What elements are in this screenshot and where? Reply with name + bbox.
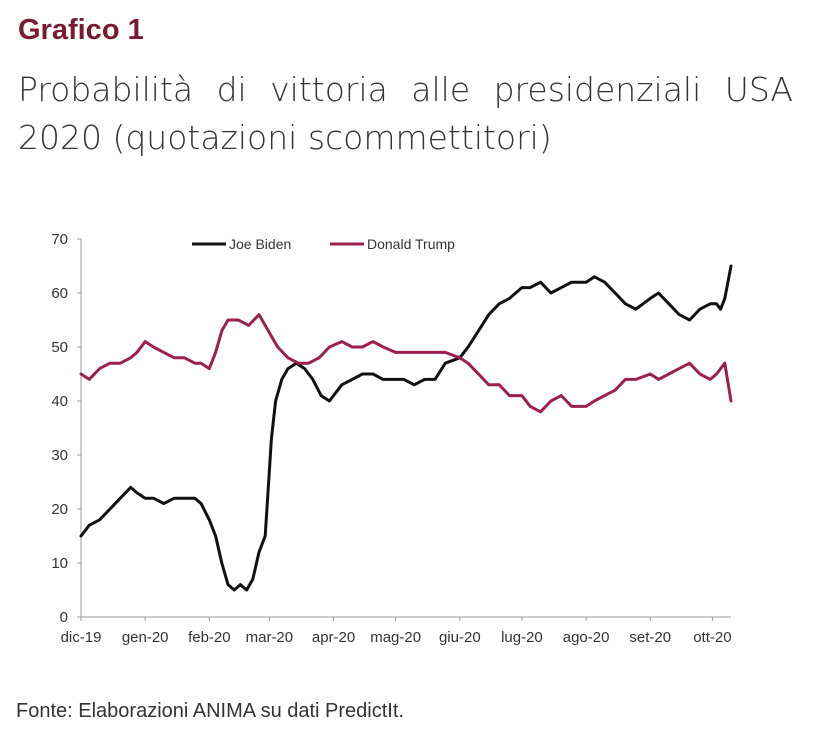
x-tick-label: mar-20	[246, 629, 294, 646]
y-tick-label: 40	[51, 393, 68, 410]
x-tick-label: giu-20	[439, 629, 481, 646]
y-tick-label: 70	[51, 231, 68, 248]
figure-label: Grafico 1	[18, 14, 144, 46]
x-axis: dic-19 gen-20 feb-20 mar-20 apr-20 mag-20 giu-…	[61, 616, 732, 646]
y-axis: 0 10 20 30 40 50 60 70	[51, 231, 82, 626]
y-tick-label: 50	[51, 339, 68, 356]
line-chart: 0 10 20 30 40 50 60 70 dic-19 gen-20 feb-20 mar-20…	[51, 231, 733, 646]
x-tick-label: apr-20	[312, 629, 355, 646]
x-tick-label: dic-19	[61, 629, 102, 646]
series-line-donald-trump	[79, 313, 733, 414]
series-lines	[79, 264, 733, 592]
x-tick-label: ott-20	[693, 629, 731, 646]
legend-label-joe-biden: Joe Biden	[229, 236, 291, 252]
x-tick-label: mag-20	[370, 629, 421, 646]
x-tick-label: feb-20	[188, 629, 231, 646]
y-tick-label: 0	[60, 609, 68, 626]
y-tick-label: 60	[51, 285, 68, 302]
y-tick-label: 10	[51, 555, 68, 572]
x-tick-label: gen-20	[122, 629, 169, 646]
source-note: Fonte: Elaborazioni ANIMA su dati Predic…	[16, 700, 404, 722]
y-tick-label: 30	[51, 447, 68, 464]
x-tick-label: ago-20	[563, 629, 610, 646]
legend-label-donald-trump: Donald Trump	[367, 236, 455, 252]
chart-title: Probabilità di vittoria alle presidenzia…	[18, 70, 793, 157]
x-tick-label: lug-20	[501, 629, 543, 646]
x-tick-label: set-20	[629, 629, 671, 646]
legend: Joe Biden Donald Trump	[192, 236, 455, 252]
y-tick-label: 20	[51, 501, 68, 518]
series-line-joe-biden	[79, 264, 733, 592]
